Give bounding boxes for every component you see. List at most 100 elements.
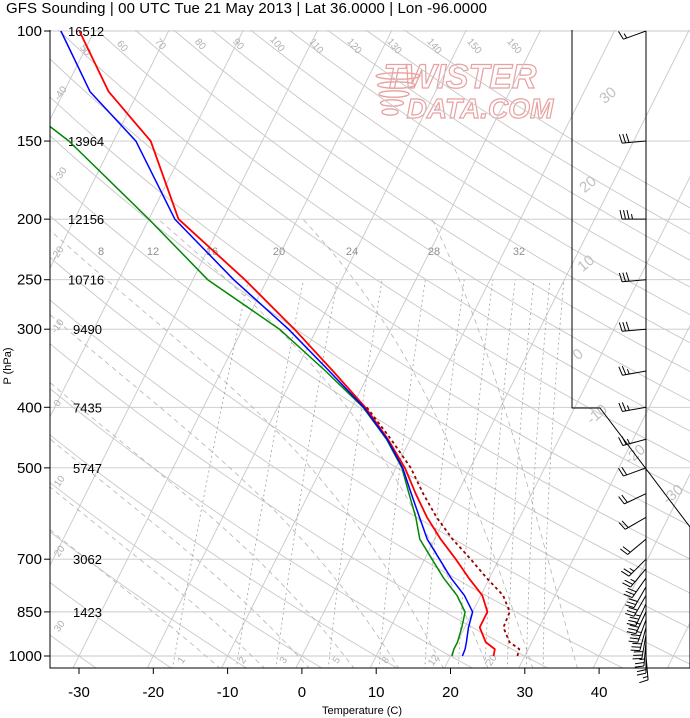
mixing-ratio-line xyxy=(327,279,383,668)
wind-barb-feather xyxy=(618,322,623,332)
wind-barb xyxy=(618,402,647,412)
dry-adiabat-line xyxy=(50,581,173,668)
wind-barb xyxy=(625,586,647,609)
wind-barb-feather xyxy=(626,609,636,614)
wind-barb-feather xyxy=(624,579,634,585)
wind-barb xyxy=(632,634,647,660)
wind-barb-staff xyxy=(624,516,647,530)
chart-title: GFS Sounding | 00 UTC Tue 21 May 2013 | … xyxy=(6,0,488,17)
wind-barb-staff xyxy=(633,586,647,608)
isotherm-line xyxy=(72,30,393,668)
isotherm-line xyxy=(146,30,467,668)
wind-barb-feather xyxy=(619,210,623,220)
wind-barb-feather xyxy=(628,640,638,643)
hodograph-frame xyxy=(571,30,690,668)
moist-adiabat-line xyxy=(157,218,489,668)
wind-barb xyxy=(618,493,647,505)
wind-barb-feather xyxy=(621,466,628,476)
wind-barb-feather xyxy=(627,587,637,593)
isotherm-label: -20 xyxy=(49,244,67,263)
wind-barb xyxy=(618,272,647,283)
wind-barb xyxy=(634,642,647,668)
wind-barb-half-feather xyxy=(626,438,631,444)
wind-barb-feather xyxy=(622,582,631,588)
mixing-ratio-line xyxy=(378,279,426,668)
mixing-ratio-label: 1 xyxy=(176,655,188,666)
wind-barb-staff xyxy=(635,611,647,634)
dry-adiabat-label: 120 xyxy=(344,36,363,56)
wind-barb xyxy=(618,133,647,144)
virtual-temperature-line xyxy=(366,406,521,657)
wind-barb xyxy=(625,595,647,617)
watermark-tornado-icon xyxy=(376,81,416,89)
isotherm-line xyxy=(295,30,616,668)
mixing-ratio-label: 32 xyxy=(513,246,525,258)
wind-barb-feather xyxy=(625,321,630,331)
wind-barb xyxy=(626,611,647,635)
wind-barb xyxy=(618,30,647,40)
dry-adiabat-line xyxy=(50,299,624,668)
wind-barb-feather xyxy=(623,568,632,575)
isotherm-line xyxy=(518,324,690,668)
height-label: 16512 xyxy=(68,24,104,39)
wind-barb-staff xyxy=(622,438,647,446)
hodograph-label: 20 xyxy=(576,173,600,197)
temperature-line xyxy=(78,30,496,657)
watermark-text-line1: TWISTER xyxy=(384,58,537,96)
dry-adiabat-line xyxy=(57,30,690,463)
wind-barb-half-feather xyxy=(626,369,630,375)
wind-barb-feather xyxy=(626,601,636,606)
wind-barb-feather xyxy=(625,612,635,617)
mixing-ratio-line xyxy=(275,279,338,668)
wind-barb-staff xyxy=(623,467,647,477)
x-tick-label: 40 xyxy=(591,684,608,701)
wind-barb xyxy=(623,577,647,599)
dry-adiabat-line xyxy=(50,135,690,560)
dry-adiabat-line xyxy=(50,482,323,668)
mixing-ratio-line xyxy=(542,279,565,668)
wind-barb-staff xyxy=(624,493,647,505)
x-tick-label: 10 xyxy=(368,684,385,701)
mixing-ratio-label: 20 xyxy=(484,652,500,668)
wind-barb-feather xyxy=(622,322,627,332)
wind-barb-feather xyxy=(622,272,627,282)
wind-barb-feather xyxy=(618,468,624,477)
wind-barb-feather xyxy=(618,522,626,530)
wind-barb xyxy=(619,210,646,220)
dry-adiabat-label: 60 xyxy=(114,39,130,55)
dry-adiabat-label: 90 xyxy=(230,37,246,53)
wind-barb xyxy=(630,627,647,652)
height-label: 7435 xyxy=(73,400,102,415)
wind-barb-feather xyxy=(618,134,623,144)
mixing-ratio-label: 5 xyxy=(331,655,343,666)
moist-adiabat-line xyxy=(50,314,400,668)
wind-barb-feather xyxy=(628,598,638,603)
height-label: 9490 xyxy=(73,322,102,337)
dry-adiabat-line xyxy=(50,215,690,629)
wind-barb-half-feather xyxy=(629,567,635,572)
plot-frame xyxy=(49,30,690,669)
wind-barb-staff xyxy=(630,568,647,588)
wind-barb-staff xyxy=(627,538,647,555)
wind-barb-feather xyxy=(618,402,623,412)
wind-barb-feather xyxy=(629,616,639,620)
wind-barb-staff xyxy=(635,603,647,626)
wind-barb xyxy=(619,538,647,555)
dry-adiabat-line xyxy=(211,30,690,344)
watermark-tornado-icon xyxy=(378,90,410,98)
moist-adiabat-line xyxy=(50,486,265,668)
wind-barb-feather xyxy=(619,548,628,555)
mixing-ratio-label: 12 xyxy=(426,652,442,668)
isotherm-line xyxy=(369,30,690,668)
moist-adiabat-line xyxy=(431,218,578,668)
hodograph-label: 10 xyxy=(574,252,598,276)
wind-barb-feather xyxy=(623,210,626,220)
wind-barb-half-feather xyxy=(639,658,645,661)
wind-barb-feather xyxy=(628,606,638,611)
wet-bulb-temperature-line xyxy=(60,30,474,657)
x-tick-label: -30 xyxy=(68,684,90,701)
wind-barb-staff xyxy=(639,627,647,651)
wind-barb-feather xyxy=(622,546,631,553)
dry-adiabat-line xyxy=(50,531,248,668)
isotherm-label: 10 xyxy=(52,473,68,489)
